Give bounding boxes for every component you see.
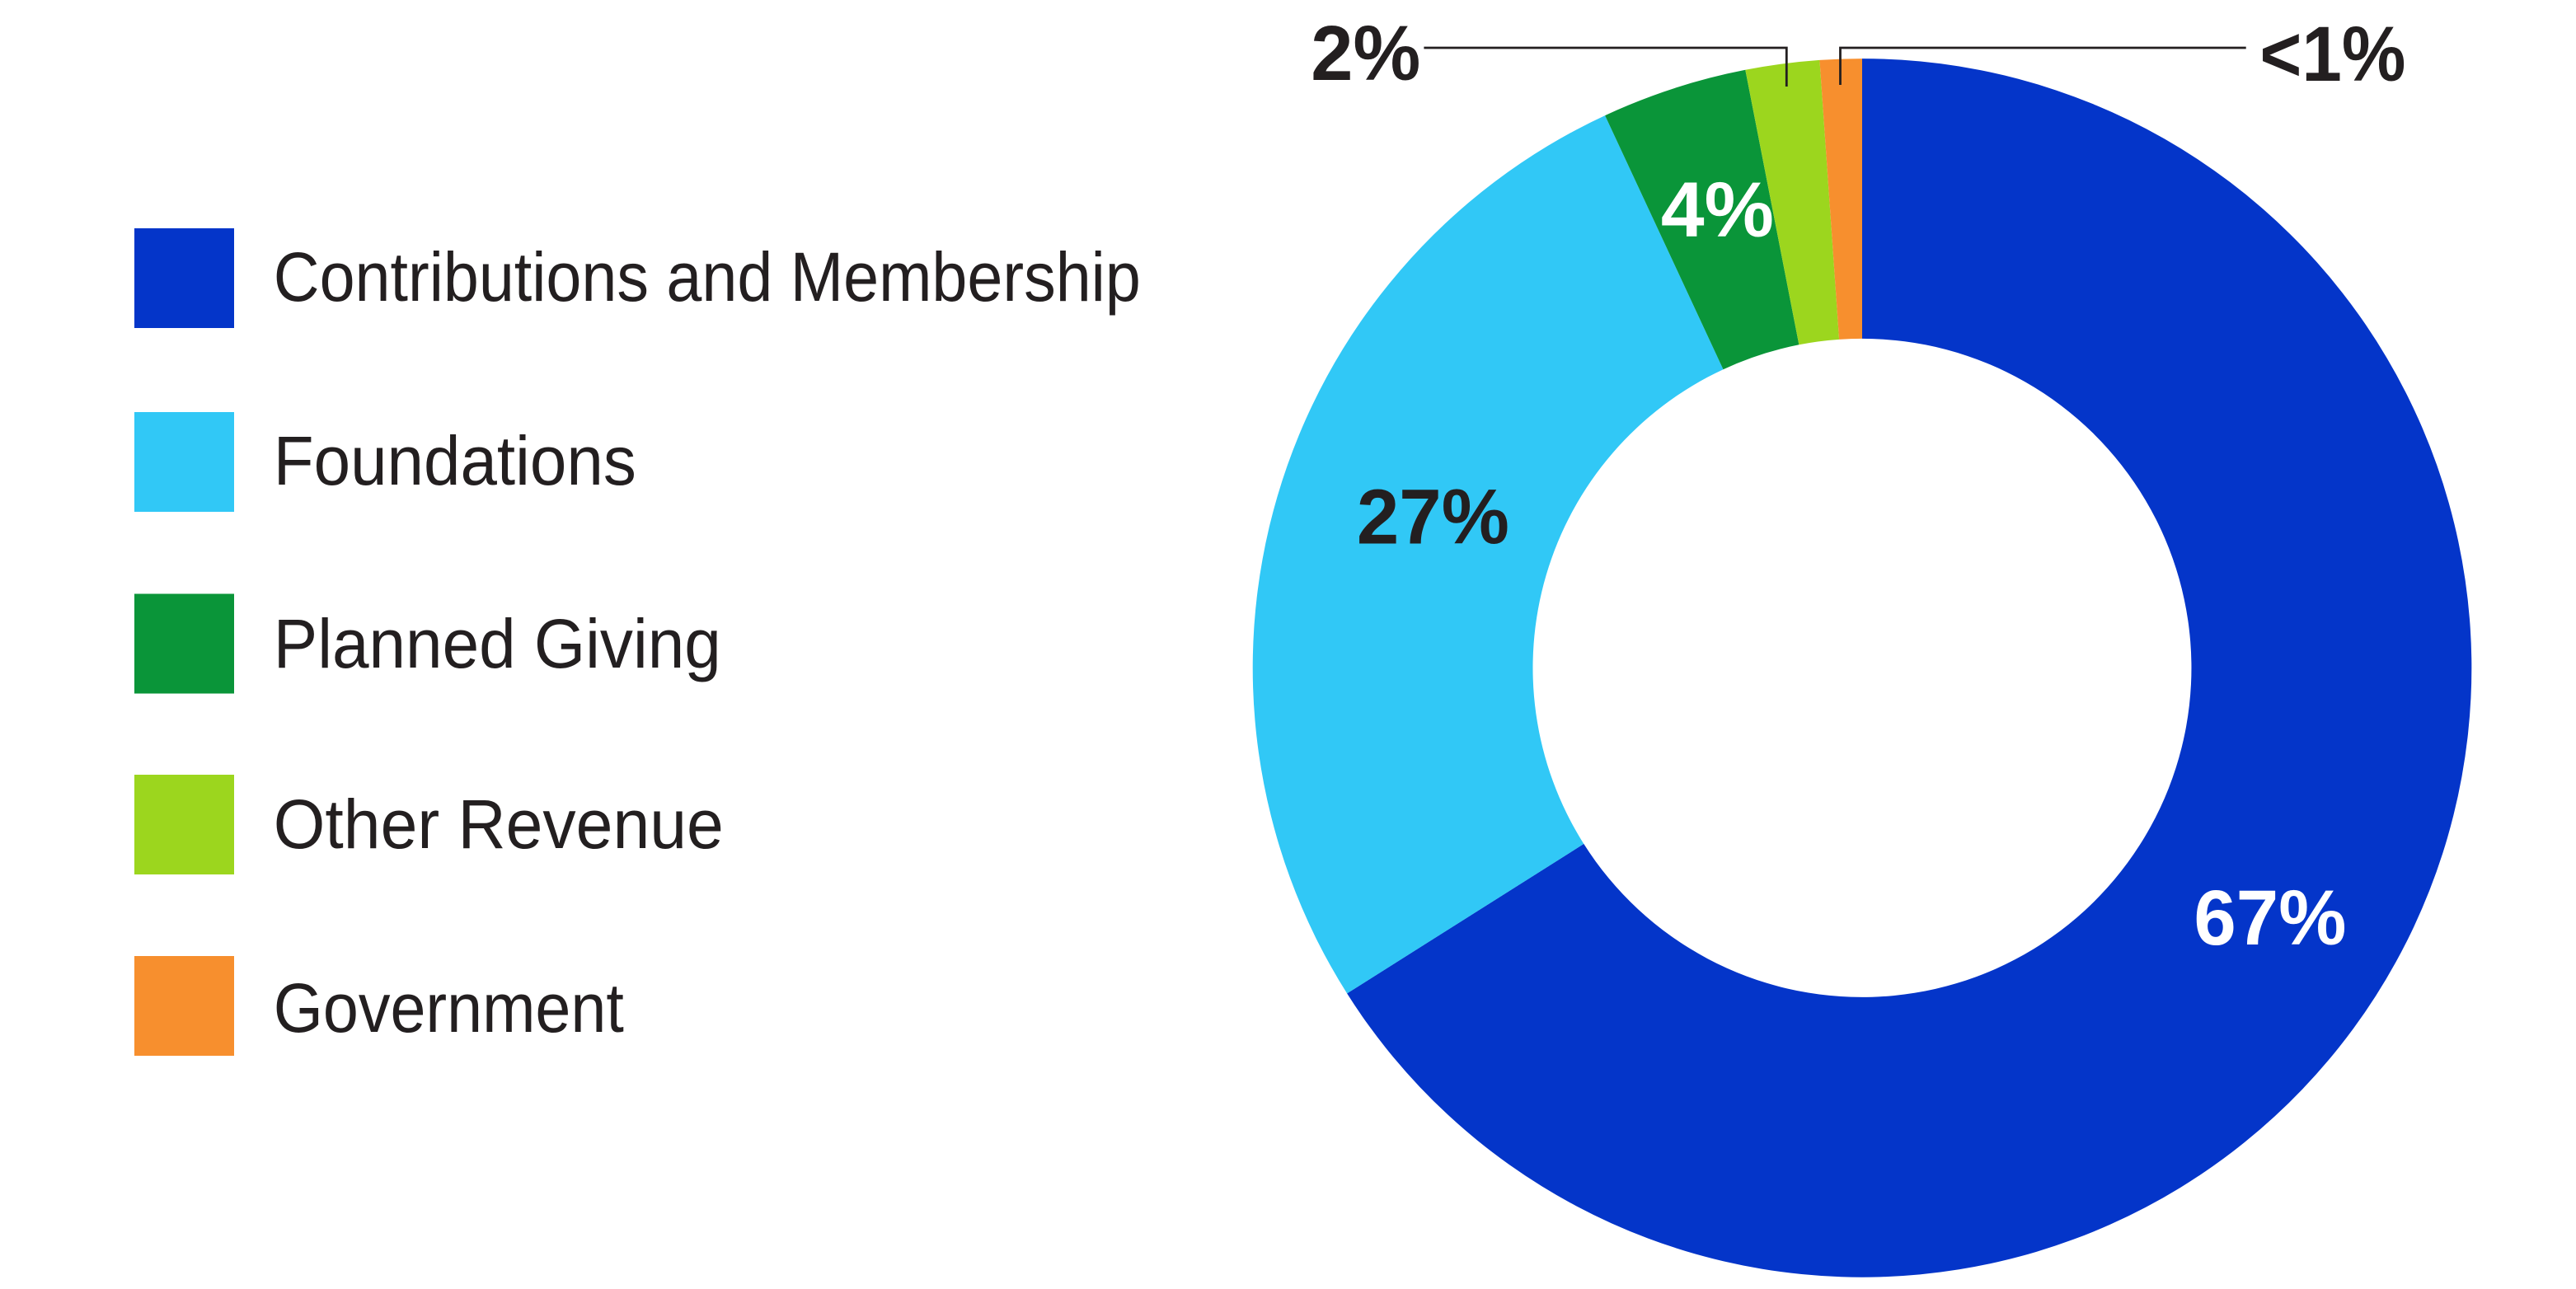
svg-text:27%: 27% <box>1357 474 1509 561</box>
svg-text:2%: 2% <box>1311 10 1420 97</box>
svg-text:Other Revenue: Other Revenue <box>274 785 724 863</box>
svg-text:67%: 67% <box>2194 874 2346 962</box>
svg-text:Government: Government <box>274 968 624 1047</box>
svg-text:Contributions and Membership: Contributions and Membership <box>274 237 1141 316</box>
svg-text:<1%: <1% <box>2259 11 2405 98</box>
svg-text:4%: 4% <box>1661 166 1774 254</box>
svg-text:Planned Giving: Planned Giving <box>274 604 721 682</box>
svg-text:Foundations: Foundations <box>274 421 636 499</box>
